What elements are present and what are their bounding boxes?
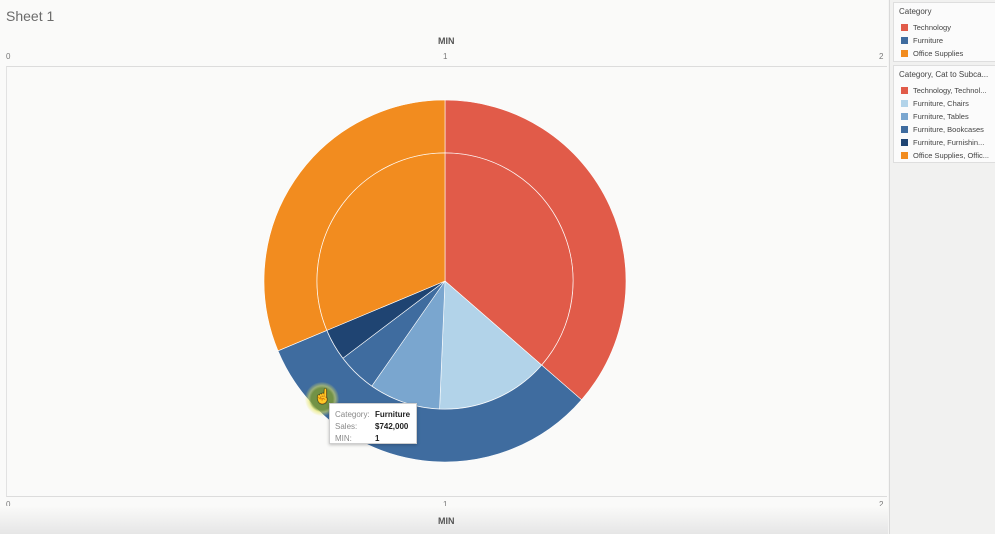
bottom-axis-tick-0: 0 bbox=[6, 500, 11, 509]
legend-swatch bbox=[901, 50, 908, 57]
legend-subcategory-title: Category, Cat to Subca... bbox=[899, 70, 989, 79]
tooltip-row-min: MIN: 1 bbox=[335, 432, 416, 444]
worksheet-area: Sheet 1 MIN 0 1 2 0 1 2 MIN ☝ Category: … bbox=[0, 0, 888, 534]
legend-label: Furniture bbox=[913, 36, 944, 45]
tooltip-row-category: Category: Furniture bbox=[335, 408, 416, 420]
legend-item-furniture[interactable]: Furniture bbox=[894, 34, 995, 47]
inner-slice-technology-technology[interactable] bbox=[444, 152, 574, 366]
donut-pie-chart[interactable] bbox=[0, 0, 888, 534]
legend-swatch bbox=[901, 100, 908, 107]
legend-subcategory[interactable]: Category, Cat to Subca... Technology, Te… bbox=[893, 65, 995, 163]
tooltip-value: $742,000 bbox=[375, 421, 409, 431]
legend-label: Office Supplies, Offic... bbox=[913, 151, 990, 160]
legend-item-office-supplies-office[interactable]: Office Supplies, Offic... bbox=[894, 149, 995, 162]
inner-pie-group bbox=[316, 152, 574, 410]
legend-label: Office Supplies bbox=[913, 49, 964, 58]
legend-item-furniture-furnishings[interactable]: Furniture, Furnishin... bbox=[894, 136, 995, 149]
tooltip: Category: Furniture Sales: $742,000 MIN:… bbox=[329, 403, 417, 444]
top-axis-tick-2: 2 bbox=[879, 52, 884, 61]
side-panel: Category Technology Furniture Office Sup… bbox=[889, 0, 995, 534]
legend-category[interactable]: Category Technology Furniture Office Sup… bbox=[893, 2, 995, 62]
sheet-title: Sheet 1 bbox=[6, 8, 55, 24]
inner-slice-office-supplies-office-supplies[interactable] bbox=[316, 152, 446, 331]
legend-category-title: Category bbox=[899, 7, 932, 16]
legend-label: Furniture, Furnishin... bbox=[913, 138, 985, 147]
legend-label: Furniture, Bookcases bbox=[913, 125, 984, 134]
top-axis-tick-1: 1 bbox=[443, 52, 448, 61]
top-axis-title: MIN bbox=[438, 36, 455, 46]
legend-label: Technology bbox=[913, 23, 951, 32]
legend-swatch bbox=[901, 139, 908, 146]
legend-item-furniture-bookcases[interactable]: Furniture, Bookcases bbox=[894, 123, 995, 136]
top-axis-tick-0: 0 bbox=[6, 52, 11, 61]
legend-item-technology[interactable]: Technology bbox=[894, 21, 995, 34]
legend-swatch bbox=[901, 37, 908, 44]
tooltip-key: Category: bbox=[335, 409, 370, 419]
legend-swatch bbox=[901, 126, 908, 133]
bottom-axis-tick-2: 2 bbox=[879, 500, 884, 509]
bottom-axis-tick-1: 1 bbox=[443, 500, 448, 509]
hand-cursor-icon: ☝ bbox=[314, 388, 332, 404]
legend-label: Technology, Technol... bbox=[913, 86, 987, 95]
legend-swatch bbox=[901, 152, 908, 159]
legend-label: Furniture, Tables bbox=[913, 112, 969, 121]
legend-item-technology-technology[interactable]: Technology, Technol... bbox=[894, 84, 995, 97]
legend-swatch bbox=[901, 113, 908, 120]
tooltip-value: 1 bbox=[375, 433, 380, 443]
legend-swatch bbox=[901, 87, 908, 94]
tooltip-key: MIN: bbox=[335, 433, 352, 443]
tooltip-row-sales: Sales: $742,000 bbox=[335, 420, 416, 432]
legend-item-office-supplies[interactable]: Office Supplies bbox=[894, 47, 995, 60]
legend-item-furniture-tables[interactable]: Furniture, Tables bbox=[894, 110, 995, 123]
tooltip-value: Furniture bbox=[375, 409, 411, 419]
bottom-axis-title: MIN bbox=[438, 516, 455, 526]
legend-label: Furniture, Chairs bbox=[913, 99, 969, 108]
bottom-shade bbox=[0, 506, 888, 534]
legend-swatch bbox=[901, 24, 908, 31]
plot-frame bbox=[6, 66, 887, 497]
inner-slice-furniture-chairs[interactable] bbox=[439, 280, 542, 410]
tooltip-key: Sales: bbox=[335, 421, 358, 431]
legend-item-furniture-chairs[interactable]: Furniture, Chairs bbox=[894, 97, 995, 110]
